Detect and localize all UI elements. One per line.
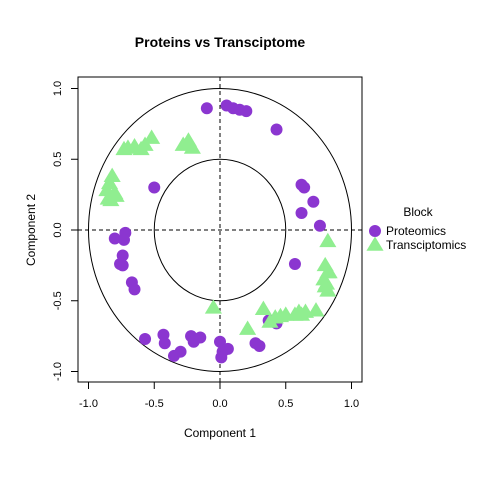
reference-lines <box>78 77 362 382</box>
circle-point <box>215 351 228 364</box>
y-tick-label: 0.0 <box>52 222 64 237</box>
triangle-point <box>239 320 257 335</box>
circle-point <box>307 195 320 208</box>
circle-point <box>200 102 213 115</box>
circle-point <box>295 207 308 220</box>
circle-point <box>139 332 152 345</box>
circle-point <box>118 233 131 246</box>
triangle-point <box>319 232 337 248</box>
x-axis: -1.0 -0.5 0.0 0.5 1.0 <box>79 381 359 410</box>
x-tick-label: -1.0 <box>79 398 98 410</box>
x-tick-label: 1.0 <box>344 398 359 410</box>
chart-title: Proteins vs Transciptome <box>135 34 306 50</box>
y-tick-label: -1.0 <box>52 362 64 381</box>
circle-point <box>221 342 234 355</box>
triangle-point <box>102 191 120 207</box>
circle-point <box>240 105 253 118</box>
circle-point <box>128 283 141 296</box>
circle-point <box>270 123 283 136</box>
series-transciptomics <box>98 129 338 335</box>
circle-point <box>158 337 171 350</box>
y-tick-label: 0.5 <box>52 152 64 167</box>
y-axis: -1.0 -0.5 0.0 0.5 1.0 <box>52 81 79 381</box>
triangle-point <box>143 129 161 144</box>
circle-point <box>174 345 187 358</box>
circle-radius-1 <box>153 158 287 302</box>
circle-point <box>288 257 301 270</box>
y-tick-label: -0.5 <box>52 291 64 310</box>
legend-marker-proteomics <box>369 225 381 237</box>
y-axis-label: Component 2 <box>24 194 38 266</box>
legend-title: Block <box>403 205 433 219</box>
circle-point <box>116 259 129 272</box>
series-proteomics <box>108 99 326 364</box>
triangle-point <box>261 313 279 328</box>
triangle-point <box>319 282 337 297</box>
triangle-point <box>254 300 272 316</box>
circle-point <box>214 335 226 348</box>
legend-label-proteomics: Proteomics <box>386 224 446 238</box>
triangle-point <box>320 263 338 279</box>
circle-point <box>298 181 311 194</box>
x-axis-label: Component 1 <box>184 426 256 440</box>
data-points <box>98 99 338 364</box>
triangle-point <box>183 139 201 154</box>
circle-point <box>313 219 326 232</box>
triangle-point <box>115 140 133 156</box>
triangle-point <box>307 302 325 317</box>
legend-marker-transciptomics <box>366 236 384 251</box>
x-tick-label: 0.5 <box>278 398 293 410</box>
y-tick-label: 1.0 <box>52 81 64 96</box>
circle-point <box>148 181 161 194</box>
circle-point <box>108 232 121 245</box>
legend-label-transciptomics: Transciptomics <box>386 238 466 252</box>
circle-point <box>194 331 207 344</box>
x-tick-label: 0.0 <box>212 398 227 410</box>
triangle-point <box>204 299 222 314</box>
x-tick-label: -0.5 <box>145 398 164 410</box>
circle-point <box>253 340 266 353</box>
